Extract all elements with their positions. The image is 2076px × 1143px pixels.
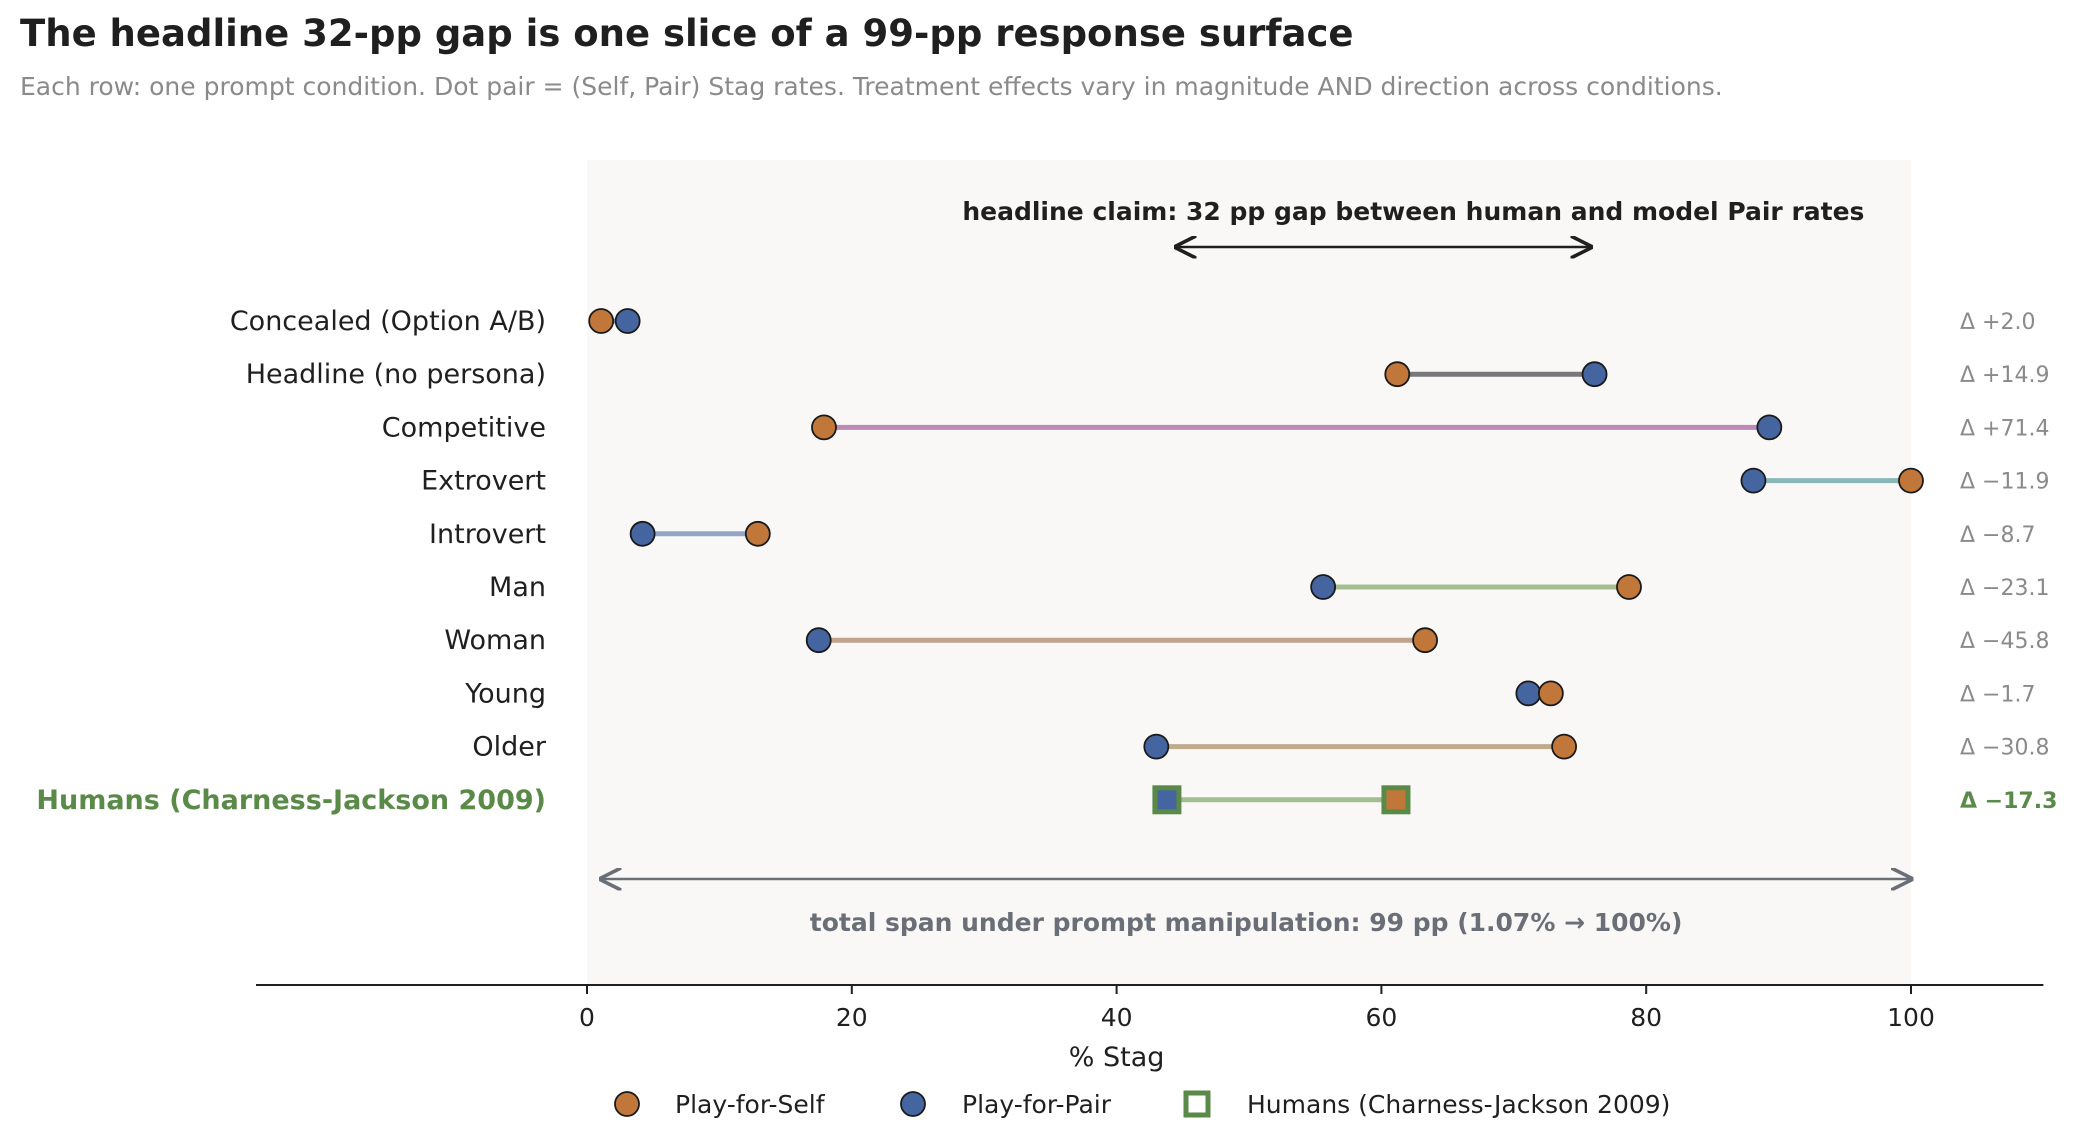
x-tick-label: 80: [1630, 1003, 1662, 1032]
legend-humans-label: Humans (Charness-Jackson 2009): [1247, 1090, 1670, 1119]
pair-dot: [614, 308, 641, 334]
row-label: Headline (no persona): [246, 359, 546, 390]
self-dot: [588, 308, 615, 334]
delta-label: Δ −23.1: [1960, 576, 2049, 601]
pair-dot: [805, 627, 832, 654]
self-dot: [1537, 680, 1564, 707]
row-label: Extrovert: [421, 466, 546, 497]
legend-pair-marker: [900, 1091, 926, 1117]
row-label: Humans (Charness-Jackson 2009): [36, 785, 546, 816]
pair-dot: [1581, 361, 1608, 388]
chart-title: The headline 32-pp gap is one slice of a…: [20, 12, 1354, 55]
self-dot: [1384, 361, 1411, 388]
delta-label: Δ −45.8: [1960, 629, 2049, 654]
x-axis-label: % Stag: [1069, 1042, 1165, 1073]
pair-dot: [1756, 414, 1783, 441]
self-dot: [744, 520, 771, 547]
self-dot: [1616, 574, 1642, 600]
self-dot: [1898, 467, 1924, 494]
delta-label: Δ +2.0: [1960, 310, 2035, 335]
delta-label: Δ −1.7: [1960, 682, 2035, 707]
headline-annotation-label: headline claim: 32 pp gap between human …: [962, 197, 1864, 226]
delta-label: Δ +14.9: [1960, 363, 2049, 388]
self-dot: [1412, 627, 1438, 654]
pair-dot: [629, 520, 656, 547]
legend-pair-label: Play-for-Pair: [962, 1090, 1112, 1119]
pair-dot: [1515, 680, 1542, 707]
human-self-marker: [1381, 785, 1411, 815]
x-tick-label: 100: [1887, 1003, 1935, 1032]
human-pair-marker: [1152, 785, 1182, 815]
pair-dot: [1310, 574, 1337, 600]
legend-self-marker: [614, 1091, 640, 1117]
delta-label: Δ −17.3: [1960, 789, 2057, 814]
row-label: Older: [472, 732, 547, 763]
row-label: Young: [464, 678, 546, 709]
row-label: Woman: [444, 625, 546, 656]
row-label: Man: [489, 572, 546, 603]
delta-label: Δ −30.8: [1960, 736, 2049, 761]
pair-dot: [1143, 733, 1170, 760]
delta-label: Δ −8.7: [1960, 523, 2035, 548]
self-dot: [811, 414, 837, 441]
chart-subtitle: Each row: one prompt condition. Dot pair…: [20, 72, 1723, 101]
x-tick-label: 40: [1101, 1003, 1133, 1032]
plot-background: [587, 160, 1911, 985]
pair-dot: [1740, 467, 1767, 494]
x-tick-label: 20: [836, 1003, 868, 1032]
delta-label: Δ −11.9: [1960, 470, 2049, 495]
row-label: Competitive: [382, 412, 546, 443]
legend-humans-marker: [1183, 1090, 1211, 1118]
delta-label: Δ +71.4: [1960, 416, 2049, 441]
span-annotation-label: total span under prompt manipulation: 99…: [810, 908, 1683, 937]
x-tick-label: 0: [579, 1003, 595, 1032]
x-tick-label: 60: [1365, 1003, 1397, 1032]
row-label: Concealed (Option A/B): [230, 306, 546, 337]
legend-self-label: Play-for-Self: [675, 1090, 826, 1119]
self-dot: [1551, 733, 1578, 760]
row-label: Introvert: [429, 519, 546, 550]
